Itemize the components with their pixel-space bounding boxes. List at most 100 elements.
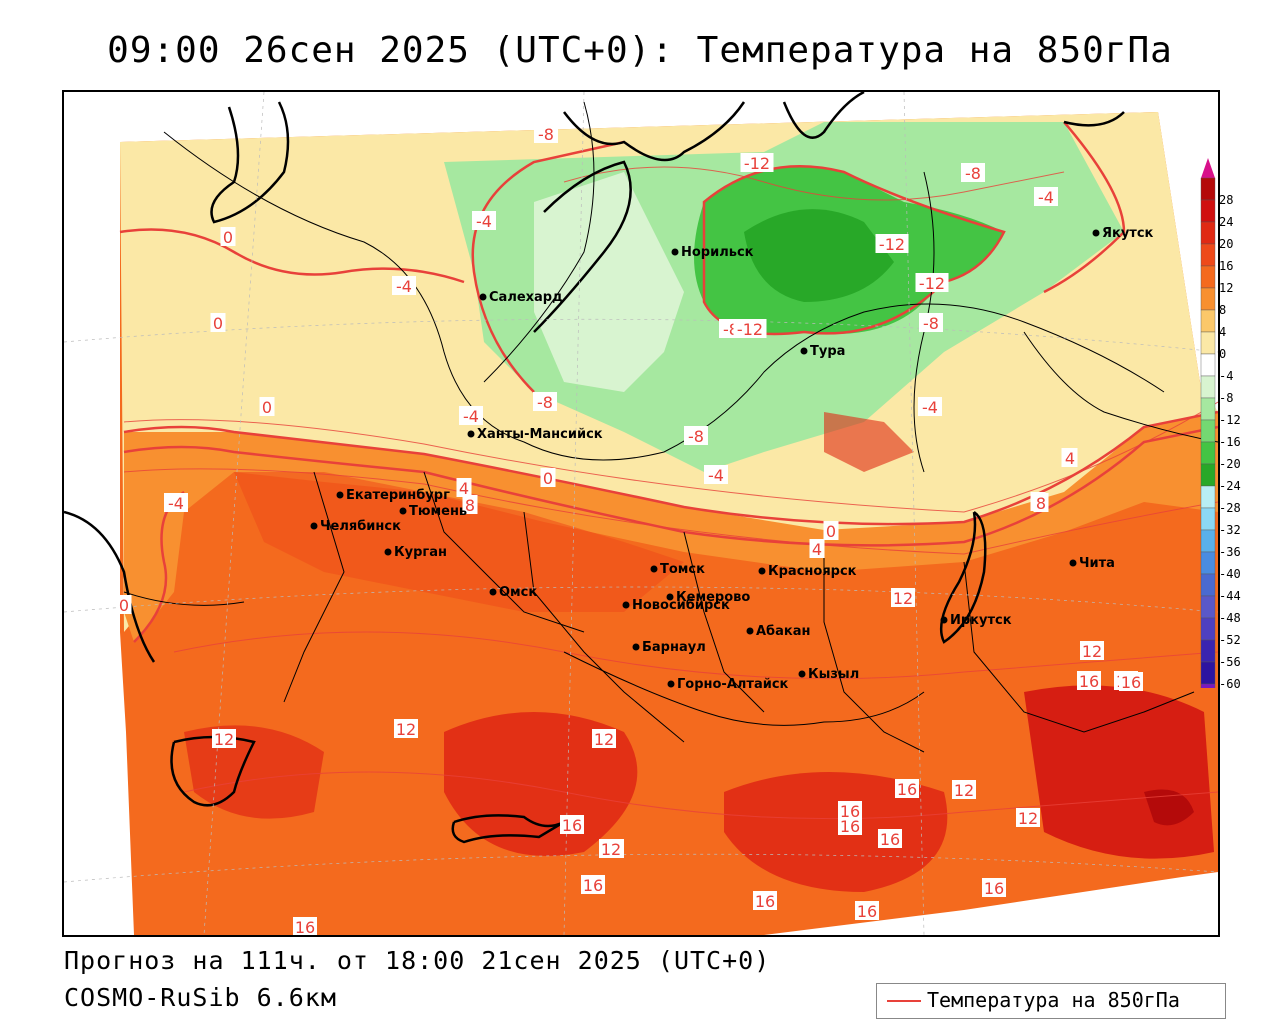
- city-dot: [467, 430, 475, 438]
- colorbar-tick-label: 20: [1219, 237, 1233, 251]
- isotherm-value-label: -4: [463, 407, 479, 426]
- isotherm-value-label: -8: [538, 125, 554, 144]
- isotherm-label-bg: [1033, 493, 1049, 512]
- city-dot: [622, 601, 630, 609]
- isotherm-label-bg: [740, 153, 774, 172]
- isotherm-value-label: -12: [737, 320, 763, 339]
- isotherm-value-label: 16: [984, 879, 1004, 898]
- isotherm-label-bg: [1034, 187, 1058, 206]
- city-dot: [399, 507, 407, 515]
- city-label: Томск: [660, 562, 705, 577]
- colorbar-swatch: [1200, 661, 1216, 685]
- colorbar-swatch: [1200, 199, 1216, 223]
- city-dot: [940, 616, 948, 624]
- isotherm-value-label: 12: [214, 730, 234, 749]
- isotherm-value-label: 4: [812, 540, 822, 559]
- colorbar-swatch: [1200, 639, 1216, 663]
- colorbar-swatch: [1200, 419, 1216, 443]
- model-name: COSMO-RuSib 6.6км: [64, 983, 337, 1012]
- city-label: Ханты-Мансийск: [477, 427, 603, 442]
- isotherm-label-bg: [684, 426, 708, 445]
- city-dot: [671, 248, 679, 256]
- isotherm-label-bg: [212, 729, 236, 748]
- isotherm-label-bg: [915, 273, 949, 292]
- isotherm-label-bg: [733, 319, 767, 338]
- city-markers: Якутск Норильск Салехард Тура Ханты-Мансийск…: [310, 226, 1154, 692]
- isotherm-value-label: 16: [583, 876, 603, 895]
- isotherm-label-bg: [259, 397, 275, 416]
- colorbar-tick-label: 8: [1219, 303, 1226, 317]
- isotherm-label-bg: [895, 779, 919, 798]
- isotherm-label-bg: [1016, 808, 1040, 827]
- isotherm-value-label: 0: [543, 469, 553, 488]
- isotherm-label-bg: [472, 211, 496, 230]
- isotherm-value-label: 0: [213, 314, 223, 333]
- city-label: Горно-Алтайск: [677, 677, 789, 692]
- grid-lines: [64, 92, 1218, 935]
- city-label: Курган: [394, 545, 447, 560]
- colorbar-tick-label: -8: [1219, 391, 1233, 405]
- colorbar-tick-label: 4: [1219, 325, 1226, 339]
- isotherm-label-bg: [293, 917, 317, 935]
- isotherm-label-bg: [533, 392, 557, 411]
- region-borders: [123, 101, 1218, 753]
- colorbar-tick-label: 24: [1219, 215, 1233, 229]
- isotherm-label-bg: [919, 313, 943, 332]
- isotherm-label-bg: [581, 875, 605, 894]
- colorbar-tick-label: 12: [1219, 281, 1233, 295]
- isotherm-value-label: 16: [295, 918, 315, 935]
- isotherm-value-label: 0: [119, 596, 129, 615]
- isotherm-label-bg: [952, 780, 976, 799]
- colorbar-swatch: [1200, 177, 1216, 201]
- colorbar-tick-label: -24: [1219, 479, 1241, 493]
- isotherm-value-label: 4: [1065, 449, 1075, 468]
- colorbar-swatch: [1200, 309, 1216, 333]
- isotherm-value-label: 16: [880, 830, 900, 849]
- isotherm-value-label: 12: [893, 589, 913, 608]
- colorbar-over-arrow: [1201, 158, 1215, 178]
- isotherm-label-bg: [220, 227, 236, 246]
- colorbar-tick-label: 0: [1219, 347, 1226, 361]
- isotherm-label-bg: [462, 495, 478, 514]
- city-dot: [666, 593, 674, 601]
- city-dot: [667, 680, 675, 688]
- isotherm-label-bg: [704, 465, 728, 484]
- colorbar-swatch: [1200, 617, 1216, 641]
- temperature-field: [120, 112, 1218, 935]
- colorbar-tick-label: -48: [1219, 611, 1241, 625]
- city-dot: [632, 643, 640, 651]
- isotherm-value-label: -4: [922, 398, 938, 417]
- colorbar-tick-label: -16: [1219, 435, 1241, 449]
- city-label: Кызыл: [808, 667, 859, 682]
- city-label: Тура: [810, 344, 845, 359]
- isotherm-value-label: -8: [965, 164, 981, 183]
- colorbar-swatch: [1200, 529, 1216, 553]
- isotherm-value-label: -8: [537, 393, 553, 412]
- colorbar-swatch: [1200, 265, 1216, 289]
- isotherm-value-label: -8: [923, 314, 939, 333]
- city-label: Якутск: [1102, 226, 1154, 241]
- isotherm-value-label: 16: [897, 780, 917, 799]
- isotherm-label-bg: [878, 829, 902, 848]
- city-dot: [650, 565, 658, 573]
- colorbar-swatch: [1200, 287, 1216, 311]
- isotherm-value-label: 16: [1121, 673, 1141, 692]
- isotherm-label-bg: [1119, 672, 1143, 691]
- colorbar-tick-label: -44: [1219, 589, 1241, 603]
- colorbar-tick-label: 16: [1219, 259, 1233, 273]
- city-label: Норильск: [681, 245, 754, 260]
- city-label: Барнаул: [642, 640, 706, 655]
- isotherm-value-label: 0: [262, 398, 272, 417]
- isotherm-value-label: -4: [476, 212, 492, 231]
- colorbar-swatch: [1200, 507, 1216, 531]
- colorbar-tick-label: -40: [1219, 567, 1241, 581]
- isotherm-label-bg: [809, 539, 825, 558]
- legend-label: Температура на 850гПа: [927, 988, 1180, 1012]
- isotherm-label-bg: [599, 839, 623, 858]
- temperature-map: -8 -12 -8 -4 -4 -12 -12 -8 -8 -12 0 -4 0 0 -4 -8 -8 -4 -4 0…: [62, 90, 1220, 937]
- isotherm-value-label: -4: [708, 466, 724, 485]
- colorbar-swatch: [1200, 375, 1216, 399]
- isotherm-value-label: 12: [594, 730, 614, 749]
- city-dot: [1092, 229, 1100, 237]
- colorbar-swatch: [1200, 221, 1216, 245]
